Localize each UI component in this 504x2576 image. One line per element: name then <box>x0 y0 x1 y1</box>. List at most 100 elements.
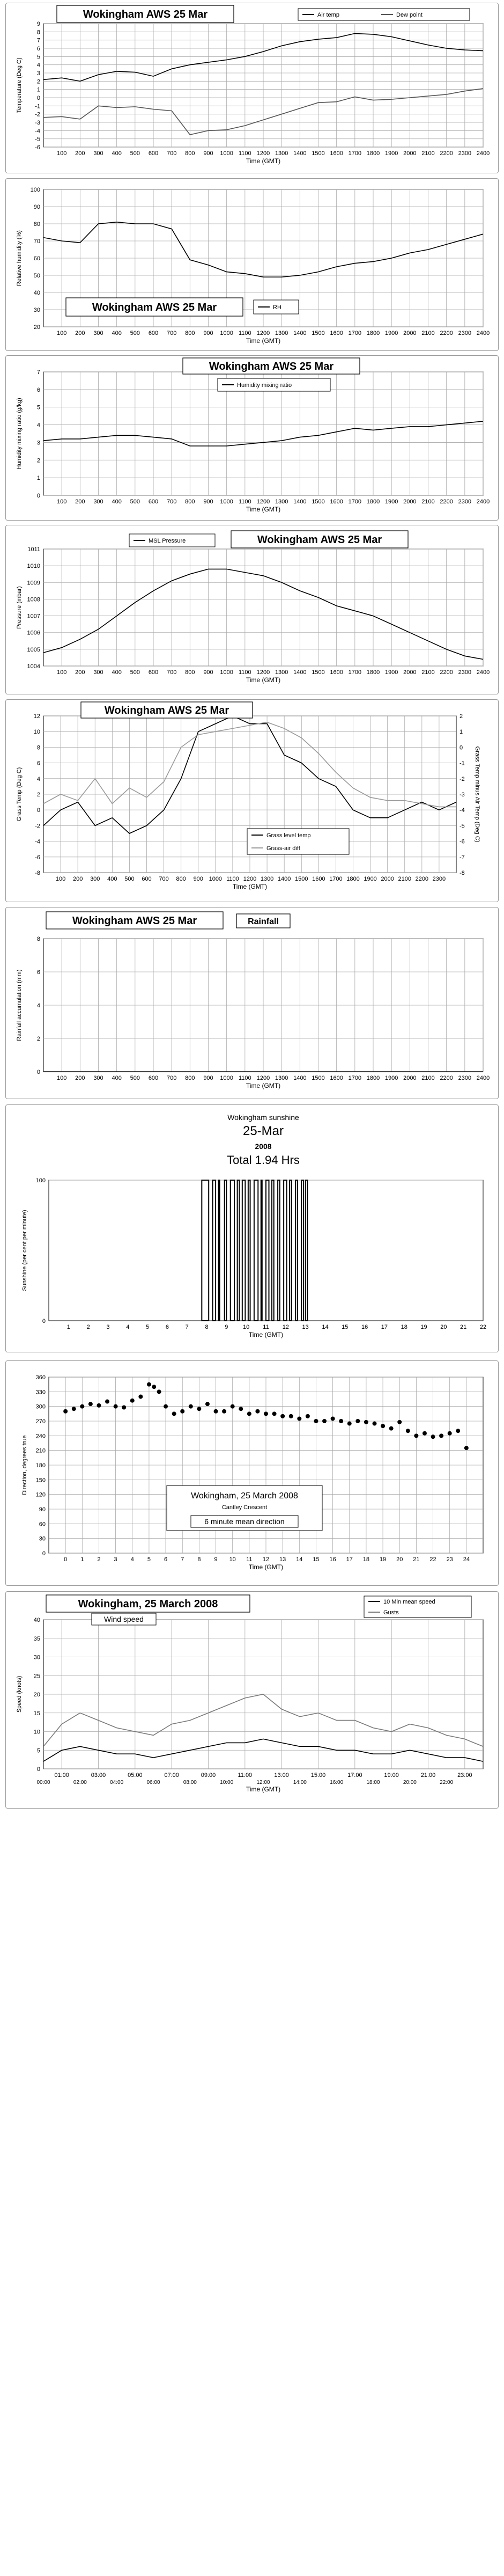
x-tick-label: 14 <box>322 1324 328 1330</box>
x-tick-label: 2400 <box>477 150 490 157</box>
x-tick-label: 700 <box>167 330 176 336</box>
y-tick-label: 210 <box>36 1448 46 1454</box>
x-tick-label: 700 <box>167 669 176 676</box>
rainfall-chart-svg: 0 2 4 6 8 100 200 300 400 500 600 700 800 900 1000 1100… <box>16 911 490 1089</box>
direction-point <box>397 1419 402 1424</box>
chart-5: 0 2 4 6 8 100 200 300 400 500 600 700 800 900 1000 1100… <box>16 936 490 1089</box>
x-tick-label: 8 <box>197 1556 201 1563</box>
y-axis-label: Speed (knots) <box>16 1676 23 1713</box>
y-axis-label: Sunshine (per cent per minute) <box>21 1210 28 1291</box>
chart-title: Wokingham, 25 March 2008 <box>78 1598 218 1610</box>
y-tick-label: 1009 <box>27 580 40 586</box>
x-tick-label: 03:00 <box>91 1772 106 1779</box>
y-tick-label: 330 <box>36 1389 46 1395</box>
x-tick-label: 2400 <box>477 330 490 336</box>
direction-point <box>405 1429 410 1433</box>
x-tick-label: 18 <box>401 1324 407 1330</box>
x-tick-label: 1100 <box>239 330 251 336</box>
x-tick-label: 23:00 <box>457 1772 472 1779</box>
x-tick-label: 8 <box>205 1324 208 1330</box>
y2-tick-label: 1 <box>459 729 463 735</box>
series-line-1 <box>43 88 484 135</box>
y-tick-label: 1008 <box>27 596 40 603</box>
x-tick-label: 2200 <box>440 330 453 336</box>
direction-point <box>188 1404 193 1409</box>
x-tick-label: 100 <box>56 876 65 882</box>
x-tick-label-alt: 12:00 <box>256 1780 270 1785</box>
x-tick-label: 500 <box>124 876 134 882</box>
x-tick-label: 300 <box>93 330 103 336</box>
x-tick-label: 1900 <box>385 669 398 676</box>
y2-tick-label: -7 <box>459 854 465 861</box>
x-tick-label: 07:00 <box>164 1772 179 1779</box>
mixing-ratio-chart: 0 1 2 3 4 5 6 7 100 200 300 400 500 600 700 800 900 1000 1… <box>5 355 499 521</box>
y-tick-label: 15 <box>34 1710 40 1717</box>
wind-label-box <box>91 1613 157 1626</box>
direction-point <box>347 1421 352 1426</box>
sunshine-chart: 0 100 1 2 3 4 5 6 7 8 9 10 11 12 13 14 15 16 17 18 19 20 21 22 T… <box>5 1104 499 1352</box>
direction-point <box>239 1407 243 1411</box>
x-tick-label: 100 <box>57 330 66 336</box>
x-tick-label: 400 <box>112 330 121 336</box>
y-tick-label: 10 <box>34 1729 40 1736</box>
chart-title: Wokingham sunshine <box>227 1113 299 1122</box>
chart-subtitle: 25-Mar <box>243 1124 284 1138</box>
x-tick-label: 1300 <box>275 499 288 505</box>
legend-box <box>364 1596 472 1618</box>
chart-0: -6-5 -4 -3 -2 -1 0 1 234 5 6 7 8 9 100 200 300 400 500 600… <box>16 21 490 165</box>
legend-label: 6 minute mean direction <box>204 1517 284 1526</box>
y2-tick-label: -8 <box>459 870 465 876</box>
direction-point <box>172 1411 176 1416</box>
x-tick-label: 700 <box>167 1075 176 1081</box>
sunshine-bar <box>247 1180 251 1321</box>
x-tick-label: 1800 <box>367 330 380 336</box>
x-tick-label: 2200 <box>416 876 428 882</box>
x-tick-label: 900 <box>194 876 203 882</box>
x-tick-label: 2200 <box>440 1075 453 1081</box>
temperature-chart-svg: -6-5 -4 -3 -2 -1 0 1 234 5 6 7 8 9 100 200 300 400 500 600… <box>16 5 490 165</box>
x-tick-label: 2000 <box>403 150 416 157</box>
x-tick-label: 13 <box>279 1556 286 1563</box>
x-tick-label: 300 <box>93 1075 103 1081</box>
x-tick-label: 3 <box>114 1556 117 1563</box>
y-tick-label: 7 <box>37 38 40 44</box>
direction-point <box>113 1404 118 1409</box>
x-tick-label: 1800 <box>367 150 380 157</box>
wind-speed-chart-svg: 0 5 10 15 20 25 30 35 40 01:00 03:00 05:00 07:00 09:0… <box>16 1594 484 1793</box>
direction-point <box>255 1409 260 1414</box>
direction-point <box>63 1409 68 1414</box>
series-line-0 <box>43 715 457 834</box>
y2-tick-label: 2 <box>459 713 463 720</box>
y-tick-label: 5 <box>37 405 40 411</box>
y-tick-label: 9 <box>37 21 40 27</box>
x-tick-label: 20 <box>440 1324 447 1330</box>
series-line-1 <box>43 1694 484 1747</box>
x-tick-label: 1700 <box>349 150 361 157</box>
y-tick-label: -4 <box>35 128 40 134</box>
direction-point <box>447 1431 452 1436</box>
x-tick-label: 2 <box>87 1324 90 1330</box>
x-tick-label: 1200 <box>257 1075 270 1081</box>
y2-tick-label: -6 <box>459 839 465 845</box>
x-tick-label: 1900 <box>385 330 398 336</box>
x-tick-label: 500 <box>130 1075 140 1081</box>
y-axis-label: Grass Temp (Deg C) <box>16 767 23 822</box>
x-tick-label: 1400 <box>293 1075 306 1081</box>
x-tick-label: 1700 <box>349 669 361 676</box>
x-tick-label: 2200 <box>440 669 453 676</box>
chart-2: 0 1 2 3 4 5 6 7 100 200 300 400 500 600 700 800 900 1000 1… <box>16 369 490 513</box>
x-tick-label: 2000 <box>403 669 416 676</box>
x-tick-label: 1900 <box>385 499 398 505</box>
grass-temp-chart: -8 -6 -4 -2 0 2 4 6 8 10 12 -8 -7 -6 -5 -4 -3 -2 -1 0 1 2 100 2… <box>5 699 499 902</box>
y-tick-label: 90 <box>39 1506 46 1513</box>
x-tick-label-alt: 02:00 <box>73 1780 87 1785</box>
x-tick-label: 20 <box>396 1556 403 1563</box>
x-tick-label: 17 <box>346 1556 353 1563</box>
x-tick-label: 1100 <box>239 150 251 157</box>
x-tick-label: 2300 <box>458 330 471 336</box>
direction-point <box>222 1409 227 1414</box>
wind-label: Wind speed <box>104 1615 144 1623</box>
x-tick-label: 19 <box>380 1556 386 1563</box>
x-tick-label: 400 <box>112 1075 121 1081</box>
